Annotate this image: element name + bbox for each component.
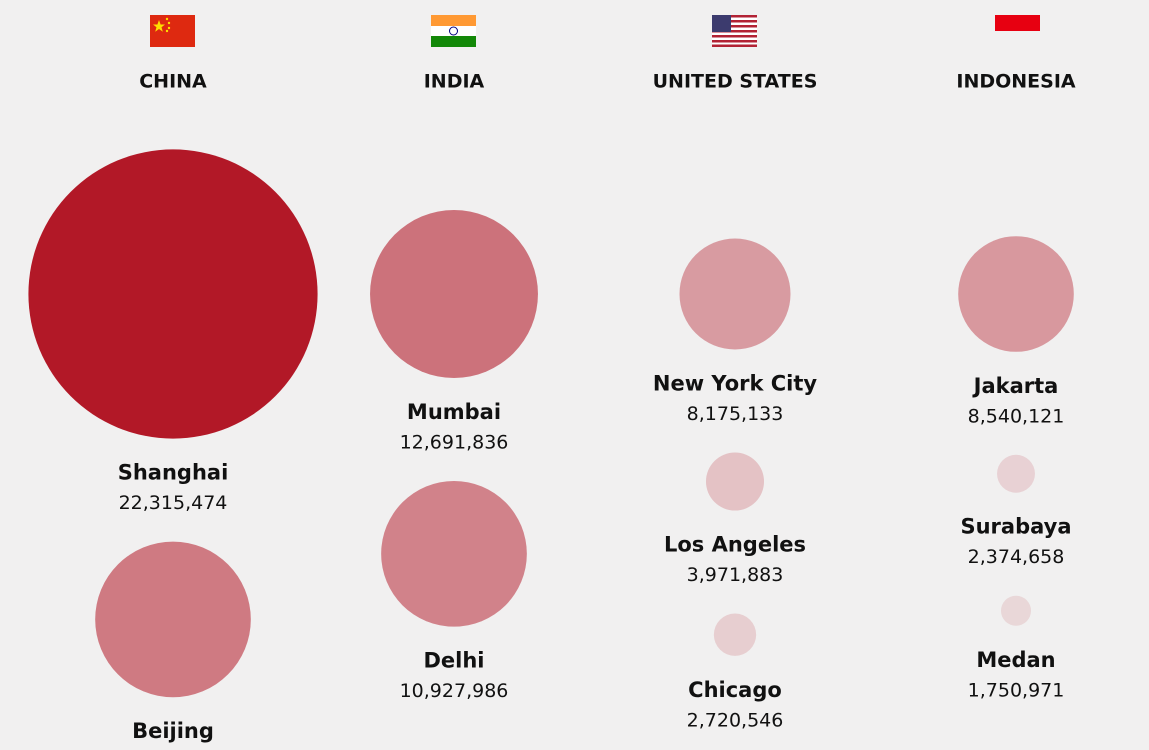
country-name: CHINA [139, 71, 207, 93]
city-name: Los Angeles [664, 533, 806, 557]
city-population: 22,315,474 [119, 492, 228, 514]
city-bubble [381, 480, 527, 627]
country-name: INDONESIA [956, 71, 1076, 93]
city-bubble [679, 238, 791, 350]
city-bubble [28, 149, 318, 439]
flag-united-states [712, 15, 757, 47]
city-population: 8,540,121 [968, 405, 1065, 427]
city-bubble [1000, 595, 1032, 626]
city-population: 12,691,836 [400, 431, 509, 453]
city-population: 3,971,883 [687, 564, 784, 586]
city-population: 2,720,546 [687, 709, 784, 731]
country-name: UNITED STATES [653, 71, 818, 93]
city-bubble [370, 210, 538, 378]
city-bubble [997, 454, 1035, 493]
city-population: 10,927,986 [400, 680, 509, 702]
city-name: Shanghai [118, 461, 229, 485]
city-name: Chicago [688, 678, 782, 702]
city-population: 1,750,971 [968, 679, 1065, 701]
city-population: 2,374,658 [968, 546, 1065, 568]
flag-indonesia [995, 15, 1040, 31]
city-name: Delhi [423, 649, 484, 673]
city-name: New York City [653, 372, 818, 396]
country-name: INDIA [424, 71, 485, 93]
city-bubble [705, 452, 765, 511]
flag-china [150, 15, 195, 47]
city-bubble [95, 541, 251, 698]
city-name: Medan [976, 648, 1055, 672]
city-name: Jakarta [972, 374, 1059, 398]
flag-india [431, 15, 476, 47]
city-bubble [713, 613, 757, 656]
city-bubble [958, 236, 1074, 352]
city-population: 8,175,133 [687, 403, 784, 425]
city-name: Mumbai [407, 400, 501, 424]
columns: CHINA Shanghai 22,315,474 Beijing INDIA Mumba… [28, 71, 1076, 743]
city-name: Surabaya [960, 515, 1071, 539]
city-name: Beijing [132, 719, 214, 743]
